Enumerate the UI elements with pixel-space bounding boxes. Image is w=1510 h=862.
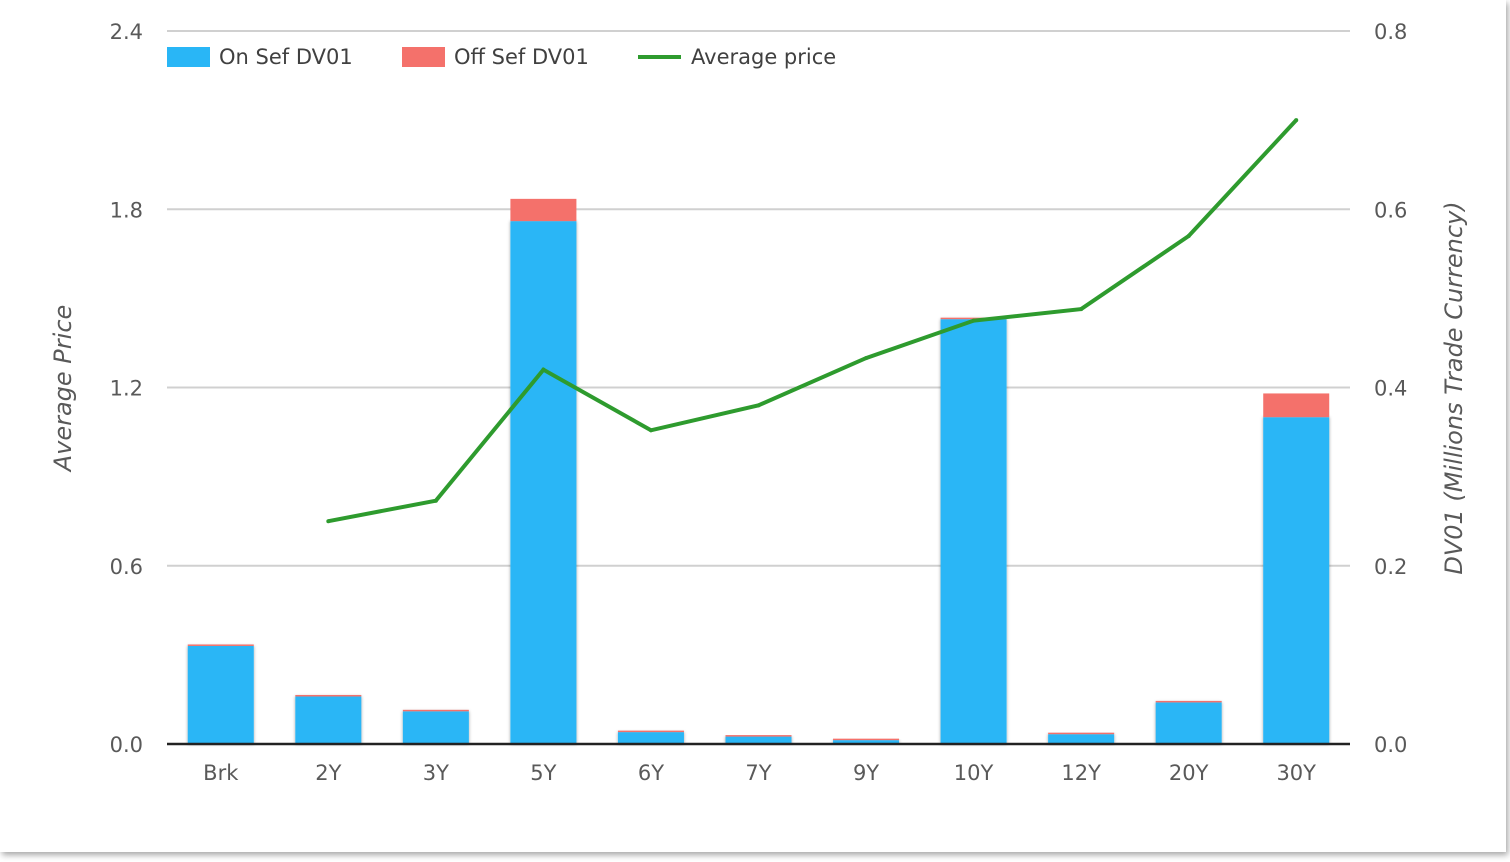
off-sef-bar[interactable]: [510, 198, 577, 222]
average-price-point[interactable]: [864, 356, 869, 361]
on-sef-bar[interactable]: [510, 221, 577, 745]
off-sef-bar[interactable]: [1155, 700, 1222, 703]
average-price-point[interactable]: [971, 318, 976, 323]
y-left-tick-label: 0.6: [110, 555, 143, 579]
on-sef-bar[interactable]: [402, 711, 469, 744]
bar-series: [187, 198, 1330, 745]
on-sef-bar[interactable]: [617, 732, 684, 744]
x-tick-label: 9Y: [853, 761, 879, 785]
axes: 0.0 0.0 0.6 0.2 1.2 0.4 1.8 0.6 2.4 0.8 Brk 2Y 3Y 5Y 6…: [49, 20, 1468, 785]
y-right-tick-label: 0.0: [1374, 733, 1407, 757]
y-right-tick-label: 0.2: [1374, 555, 1407, 579]
legend-label-average-price: Average price: [691, 45, 836, 69]
legend-label-off-sef: Off Sef DV01: [454, 45, 589, 69]
x-tick-label: 30Y: [1276, 761, 1316, 785]
y-left-tick-label: 1.8: [110, 198, 143, 222]
off-sef-bar[interactable]: [617, 730, 684, 733]
gridlines: [167, 30, 1350, 567]
off-sef-bar[interactable]: [725, 735, 792, 737]
y-left-tick-label: 2.4: [110, 20, 143, 44]
on-sef-bar[interactable]: [725, 736, 792, 744]
on-sef-bar[interactable]: [187, 645, 254, 744]
average-price-point[interactable]: [1079, 307, 1084, 312]
off-sef-bar[interactable]: [187, 644, 254, 646]
on-sef-bar[interactable]: [940, 319, 1007, 744]
average-price-point[interactable]: [756, 403, 761, 408]
average-price-point[interactable]: [433, 498, 438, 503]
off-sef-bar[interactable]: [833, 738, 900, 741]
x-tick-label: 5Y: [530, 761, 556, 785]
average-price-point[interactable]: [541, 367, 546, 372]
off-sef-bar[interactable]: [1263, 393, 1330, 418]
average-price-point[interactable]: [1186, 233, 1191, 238]
average-price-point[interactable]: [1294, 118, 1299, 123]
average-price-point[interactable]: [648, 428, 653, 433]
off-sef-bar[interactable]: [1048, 732, 1115, 735]
x-tick-label: 7Y: [745, 761, 771, 785]
y-left-axis-title: Average Price: [49, 305, 77, 474]
y-right-axis-title: DV01 (Millions Trade Currency): [1440, 201, 1468, 574]
line-series: [326, 118, 1299, 524]
average-price-point[interactable]: [326, 519, 331, 524]
x-tick-label: 6Y: [638, 761, 664, 785]
x-tick-label: 10Y: [954, 761, 994, 785]
on-sef-bar[interactable]: [1263, 417, 1330, 744]
on-sef-bar[interactable]: [833, 740, 900, 744]
off-sef-bar[interactable]: [402, 709, 469, 712]
legend-swatch-on-sef: [167, 47, 210, 67]
x-tick-label: 12Y: [1061, 761, 1101, 785]
on-sef-bar[interactable]: [295, 696, 362, 744]
legend-swatch-off-sef: [402, 47, 445, 67]
legend: On Sef DV01 Off Sef DV01 Average price: [167, 45, 836, 69]
x-tick-label: Brk: [203, 761, 239, 785]
y-right-tick-label: 0.6: [1374, 198, 1407, 222]
x-tick-label: 20Y: [1169, 761, 1209, 785]
y-left-tick-label: 1.2: [110, 377, 143, 401]
on-sef-bar[interactable]: [1048, 734, 1115, 744]
x-tick-label: 2Y: [315, 761, 341, 785]
average-price-line[interactable]: [327, 118, 1298, 524]
y-left-tick-label: 0.0: [110, 733, 143, 757]
on-sef-bar[interactable]: [1155, 702, 1222, 744]
legend-label-on-sef: On Sef DV01: [219, 45, 353, 69]
off-sef-bar[interactable]: [295, 694, 362, 697]
x-tick-label: 3Y: [423, 761, 449, 785]
off-sef-bar[interactable]: [940, 317, 1007, 320]
y-right-tick-label: 0.4: [1374, 377, 1407, 401]
y-right-tick-label: 0.8: [1374, 20, 1407, 44]
